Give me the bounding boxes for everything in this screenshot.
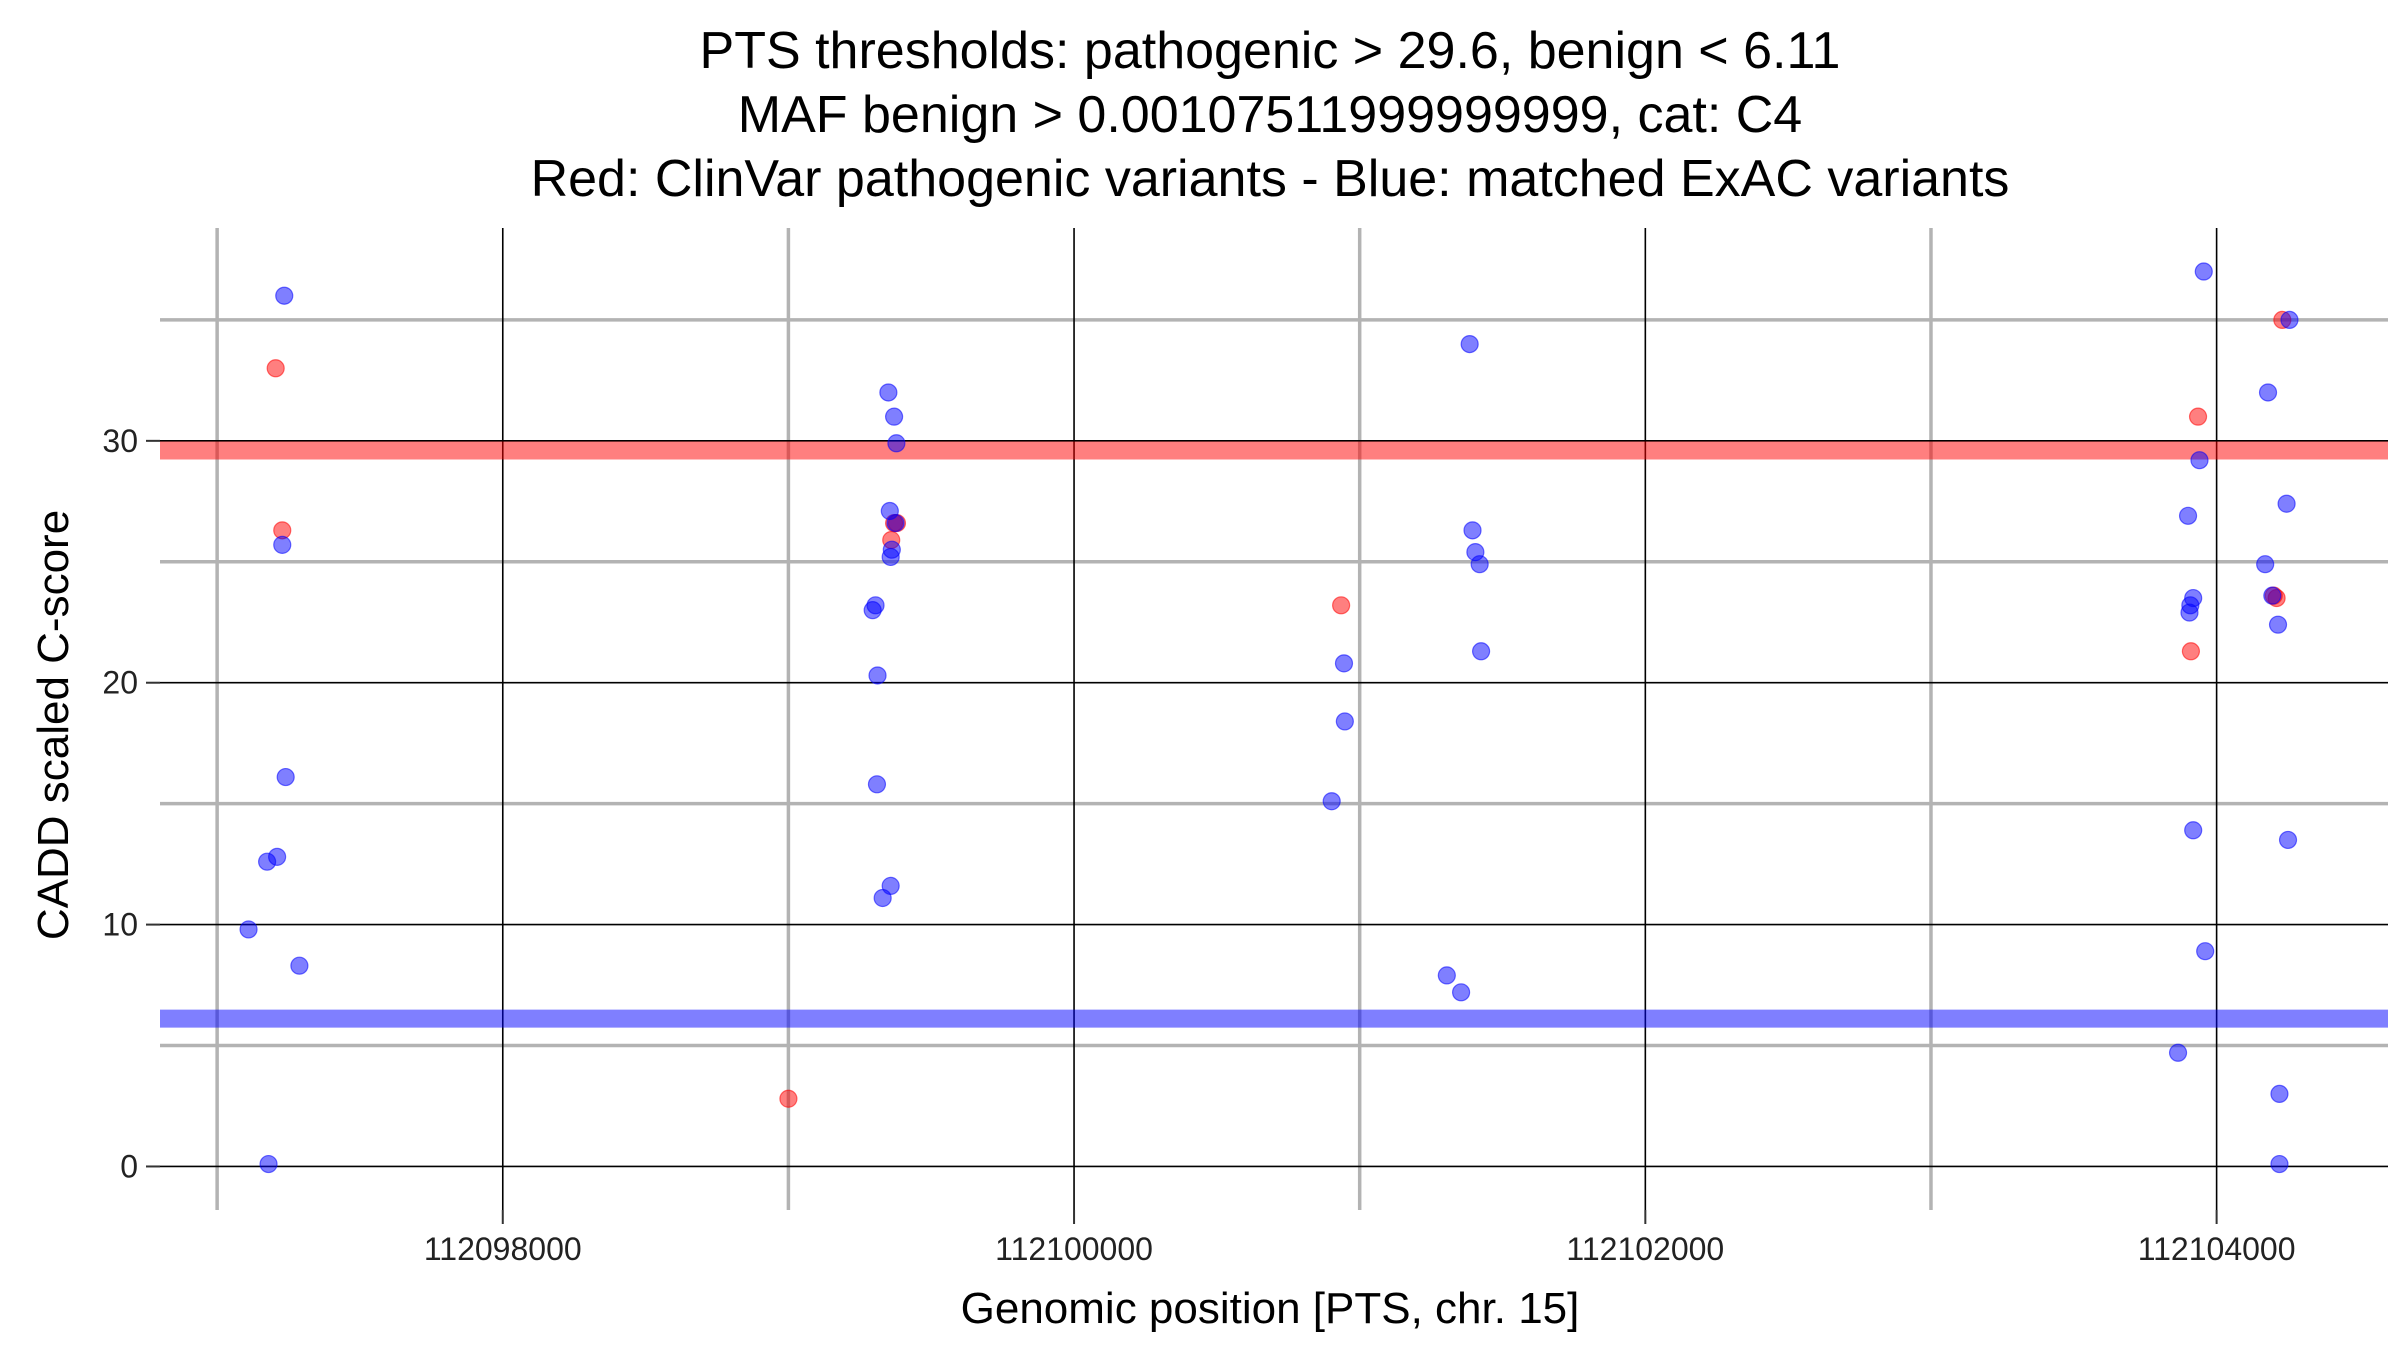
x-axis-ticks: 112098000 112100000 112102000 112104000 <box>424 1210 2296 1267</box>
exac-point <box>881 547 900 567</box>
exac-point <box>2270 1084 2289 1104</box>
exac-point <box>2190 451 2209 470</box>
x-tick-label: 112104000 <box>2138 1231 2296 1267</box>
clinvar-point <box>2181 642 2201 661</box>
exac-point <box>2258 383 2278 402</box>
exac-point <box>1451 983 1471 1002</box>
exac-point <box>239 920 258 939</box>
exac-point <box>2194 262 2213 281</box>
exac-point <box>863 601 882 620</box>
exac-point <box>867 775 887 794</box>
exac-point <box>1470 555 1489 574</box>
exac-point <box>273 535 292 554</box>
exac-point <box>1471 642 1491 661</box>
clinvar-point <box>266 359 285 378</box>
x-tick-label: 112102000 <box>1566 1231 1724 1267</box>
exac-point <box>886 513 905 533</box>
y-tick-label: 0 <box>120 1148 138 1184</box>
y-axis-title: CADD scaled C-score <box>29 510 78 940</box>
major-gridlines <box>160 228 2388 1210</box>
exac-point <box>1460 334 1479 354</box>
exac-point <box>2277 494 2296 513</box>
exac-point <box>2280 310 2299 330</box>
exac-point <box>2196 942 2215 961</box>
exac-point <box>887 434 906 453</box>
x-tick-label: 112100000 <box>995 1231 1153 1267</box>
threshold-lines <box>160 441 2388 1028</box>
exac-point <box>1463 521 1482 540</box>
exac-point <box>2278 830 2298 850</box>
exac-point <box>276 767 295 787</box>
exac-point <box>868 666 887 685</box>
exac-point <box>2263 586 2282 605</box>
y-tick-label: 20 <box>102 665 138 701</box>
y-tick-label: 30 <box>102 423 138 459</box>
x-tick-label: 112098000 <box>424 1231 582 1267</box>
minor-gridlines <box>160 228 2388 1210</box>
y-tick-label: 10 <box>102 907 138 943</box>
exac-point <box>873 888 892 908</box>
exac-point <box>2268 615 2288 634</box>
exac-point <box>2270 1154 2289 1174</box>
title-line-1: PTS thresholds: pathogenic > 29.6, benig… <box>700 22 1841 80</box>
x-axis-title: Genomic position [PTS, chr. 15] <box>961 1284 1580 1333</box>
clinvar-point <box>2188 407 2208 426</box>
exac-point <box>1335 712 1354 731</box>
exac-point <box>884 407 904 426</box>
data-points <box>239 262 2299 1174</box>
exac-point <box>259 1154 278 1174</box>
exac-point <box>290 956 309 975</box>
clinvar-point <box>1332 596 1351 615</box>
exac-point <box>2184 821 2203 840</box>
clinvar-point <box>779 1089 798 1108</box>
exac-point <box>1334 654 1354 673</box>
exac-point <box>2256 555 2275 574</box>
y-axis-ticks: 0 10 20 30 <box>102 423 160 1184</box>
exac-point <box>275 286 294 305</box>
exac-point <box>268 847 287 866</box>
exac-point <box>2178 506 2198 525</box>
exac-point <box>2180 603 2199 622</box>
title-line-3: Red: ClinVar pathogenic variants - Blue:… <box>531 150 2010 208</box>
exac-point <box>1322 792 1341 811</box>
chart-title: PTS thresholds: pathogenic > 29.6, benig… <box>531 22 2010 208</box>
exac-point <box>2168 1043 2188 1062</box>
exac-point <box>879 383 898 402</box>
exac-point <box>1437 966 1456 985</box>
title-line-2: MAF benign > 0.00107511999999999, cat: C… <box>738 86 1802 144</box>
